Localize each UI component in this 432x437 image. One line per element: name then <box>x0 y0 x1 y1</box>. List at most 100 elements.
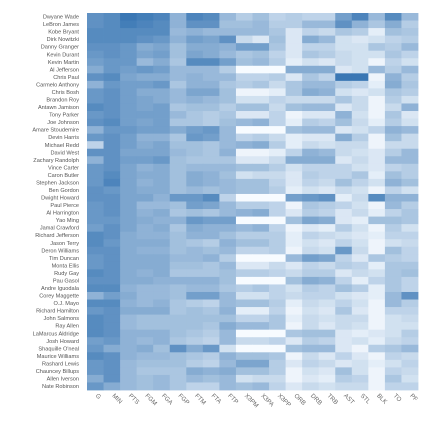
heatmap-cell <box>302 193 320 202</box>
row-label: Allen Iverson <box>47 376 79 382</box>
heatmap-cell <box>103 126 121 135</box>
heatmap-cell <box>202 103 220 112</box>
heatmap-cell <box>368 382 386 391</box>
heatmap-cell <box>384 337 402 346</box>
heatmap-cell <box>153 163 171 172</box>
heatmap-cell <box>318 314 336 323</box>
heatmap-cell <box>384 322 402 331</box>
heatmap-cell <box>302 73 320 82</box>
heatmap-cell <box>186 382 204 391</box>
heatmap-cell <box>120 88 138 97</box>
heatmap-cell <box>186 80 204 89</box>
row-label: Tim Duncan <box>49 256 79 262</box>
heatmap-cell <box>302 111 320 119</box>
heatmap-cell <box>169 299 187 308</box>
heatmap-cell <box>219 58 237 67</box>
heatmap-cell <box>186 133 204 142</box>
heatmap-cell <box>153 269 171 278</box>
heatmap-cell <box>120 367 138 376</box>
heatmap-cell <box>384 254 402 263</box>
heatmap-cell <box>153 261 171 270</box>
heatmap-cell <box>103 141 121 150</box>
heatmap-cell <box>252 156 270 165</box>
row-label: David West <box>51 150 80 156</box>
heatmap-cells <box>87 13 419 391</box>
row-label: Kevin Durant <box>47 52 80 58</box>
heatmap-cell <box>351 118 369 127</box>
heatmap-cell <box>136 382 154 391</box>
heatmap-cell <box>136 50 154 59</box>
heatmap-cell <box>186 126 204 135</box>
heatmap-cell <box>368 163 386 172</box>
column-label: TO <box>392 392 403 403</box>
heatmap-cell <box>235 156 253 165</box>
heatmap-cell <box>235 307 253 315</box>
heatmap-cell <box>368 65 386 74</box>
heatmap-cell <box>169 239 187 248</box>
heatmap-cell <box>269 35 286 44</box>
heatmap-cell <box>401 224 419 233</box>
heatmap-cell <box>219 299 237 308</box>
heatmap-cell <box>401 307 419 315</box>
heatmap-cell <box>351 148 369 157</box>
heatmap-cell <box>285 118 303 127</box>
heatmap-cell <box>235 50 253 59</box>
heatmap-cell <box>120 28 138 37</box>
heatmap-cell <box>384 65 402 74</box>
heatmap-cell <box>103 224 121 233</box>
heatmap-cell <box>302 224 320 233</box>
heatmap-cell <box>285 329 303 338</box>
heatmap-cell <box>219 133 237 142</box>
heatmap-cell <box>202 65 220 74</box>
heatmap-cell <box>252 58 270 67</box>
heatmap-cell <box>136 374 154 383</box>
heatmap-cell <box>351 216 369 225</box>
heatmap-cell <box>87 88 104 97</box>
heatmap-cell <box>186 118 204 127</box>
heatmap-cell <box>285 337 303 346</box>
heatmap-cell <box>302 269 320 278</box>
heatmap-cell <box>153 322 171 331</box>
heatmap-cell <box>202 216 220 225</box>
heatmap-cell <box>87 224 104 233</box>
heatmap-cell <box>103 284 121 293</box>
heatmap-cell <box>252 126 270 135</box>
heatmap-cell <box>368 20 386 29</box>
heatmap-cell <box>235 118 253 127</box>
heatmap-cell <box>169 163 187 172</box>
heatmap-cell <box>202 88 220 97</box>
heatmap-cell <box>384 186 402 195</box>
heatmap-cell <box>169 148 187 157</box>
heatmap-cell <box>235 246 253 255</box>
heatmap-cell <box>401 382 419 391</box>
heatmap-cell <box>252 20 270 29</box>
row-label: Yao Ming <box>56 218 79 224</box>
heatmap-cell <box>318 344 336 353</box>
heatmap-cell <box>252 178 270 187</box>
heatmap-cell <box>202 133 220 142</box>
heatmap-cell <box>384 50 402 59</box>
heatmap-cell <box>252 231 270 240</box>
heatmap-cell <box>169 80 187 89</box>
row-label: Al Jefferson <box>50 67 79 73</box>
heatmap-cell <box>401 186 419 195</box>
heatmap-cell <box>285 80 303 89</box>
heatmap-cell <box>252 322 270 331</box>
row-label: Amare Stoudemire <box>32 128 79 134</box>
heatmap-cell <box>285 367 303 376</box>
heatmap-cell <box>335 171 353 180</box>
heatmap-cell <box>120 224 138 233</box>
heatmap-cell <box>401 88 419 97</box>
column-label: FGM <box>144 392 159 407</box>
heatmap-cell <box>186 344 204 353</box>
heatmap-cell <box>120 246 138 255</box>
heatmap-cell <box>285 141 303 150</box>
heatmap-cell <box>285 224 303 233</box>
column-label: TRB <box>326 392 340 406</box>
heatmap-cell <box>269 148 286 157</box>
heatmap-cell <box>103 291 121 300</box>
heatmap-cell <box>153 374 171 383</box>
heatmap-cell <box>120 254 138 263</box>
heatmap-cell <box>269 314 286 323</box>
